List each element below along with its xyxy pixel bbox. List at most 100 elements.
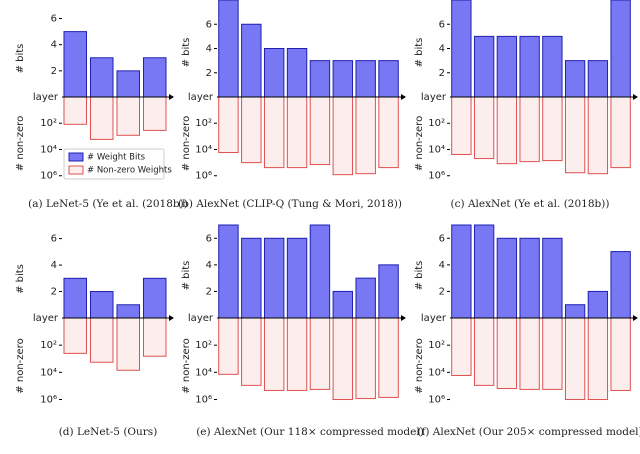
y-tick-label: 4	[206, 44, 212, 55]
y2-tick-label: 10⁶	[40, 171, 57, 182]
axis-arrow	[401, 315, 406, 321]
y-tick-label: 2	[51, 287, 57, 298]
nonzero-bar	[378, 317, 399, 398]
caption: (c) AlexNet (Ye et al. (2018b))	[451, 198, 610, 210]
bits-bar	[378, 60, 399, 98]
y-tick-label: 6	[439, 19, 445, 30]
bits-bar	[116, 304, 141, 319]
nonzero-bar	[218, 317, 239, 375]
caption: (f) AlexNet (Our 205× compressed model)	[417, 426, 640, 438]
y2-axis-label: # non-zero	[181, 116, 192, 171]
bits-bar	[451, 0, 472, 98]
y-axis-label: # bits	[15, 44, 26, 74]
x-axis-label: layer	[188, 92, 214, 103]
nonzero-bar	[542, 96, 563, 162]
y2-axis-label: # non-zero	[15, 116, 26, 171]
y2-tick-label: 10⁶	[40, 395, 57, 406]
caption: (e) AlexNet (Our 118× compressed model)	[196, 426, 424, 438]
nonzero-bar	[378, 96, 399, 169]
nonzero-bar	[309, 317, 331, 390]
bits-bar	[564, 304, 586, 319]
y2-tick-label: 10²	[195, 118, 212, 129]
y2-tick-label: 10⁶	[428, 395, 445, 406]
nonzero-bar	[332, 96, 354, 176]
bits-bar	[286, 48, 308, 98]
nonzero-bar	[473, 96, 495, 160]
x-axis-label: layer	[33, 92, 59, 103]
x-axis-label: layer	[188, 313, 214, 324]
y2-tick-label: 10⁴	[428, 144, 445, 155]
y2-tick-label: 10⁴	[195, 367, 212, 378]
nonzero-bar	[451, 96, 472, 155]
y2-tick-label: 10⁶	[428, 171, 445, 182]
nonzero-bar	[519, 96, 540, 163]
y-tick-label: 4	[51, 260, 57, 271]
y-axis-label: # bits	[414, 38, 425, 68]
caption: (d) LeNet-5 (Ours)	[59, 426, 158, 438]
y2-axis-label: # non-zero	[414, 338, 425, 393]
bits-bar	[218, 224, 239, 319]
nonzero-bar	[218, 96, 239, 154]
nonzero-bar	[519, 317, 540, 390]
bits-bar	[610, 0, 631, 98]
legend-box	[63, 148, 165, 180]
nonzero-bar	[564, 96, 586, 174]
nonzero-bar	[564, 317, 586, 401]
x-axis-label: layer	[33, 313, 59, 324]
y2-tick-label: 10⁴	[40, 144, 57, 155]
y2-tick-label: 10²	[195, 340, 212, 351]
axis-arrow	[633, 315, 638, 321]
nonzero-bar	[587, 317, 609, 401]
axis-arrow	[633, 94, 638, 100]
bits-bar	[564, 60, 586, 98]
nonzero-bar	[496, 317, 518, 390]
legend-label: # Non-zero Weights	[87, 166, 172, 176]
bits-bar	[473, 35, 495, 98]
bits-bar	[451, 224, 472, 319]
bits-bar	[309, 60, 331, 98]
y2-tick-label: 10⁴	[195, 144, 212, 155]
bits-bar	[519, 237, 540, 319]
nonzero-bar	[610, 317, 631, 391]
bits-bar	[142, 57, 167, 98]
y-tick-label: 2	[206, 286, 212, 297]
y-axis-label: # bits	[181, 261, 192, 291]
axis-arrow	[169, 315, 174, 321]
bits-bar	[542, 35, 563, 98]
nonzero-bar	[610, 96, 631, 169]
nonzero-bar	[542, 317, 563, 390]
bits-bar	[473, 224, 495, 319]
y2-tick-label: 10⁴	[428, 367, 445, 378]
nonzero-bar	[496, 96, 518, 165]
nonzero-bar	[451, 317, 472, 376]
bits-bar	[496, 237, 518, 319]
y2-axis-label: # non-zero	[15, 338, 26, 393]
y-tick-label: 4	[206, 260, 212, 271]
nonzero-bar	[116, 317, 141, 371]
legend-swatch	[68, 152, 84, 162]
y-axis-label: # bits	[15, 264, 26, 294]
nonzero-bar	[332, 317, 354, 401]
bits-bar	[496, 35, 518, 98]
nonzero-bar	[309, 96, 331, 166]
y2-tick-label: 10⁶	[195, 395, 212, 406]
y-tick-label: 2	[51, 66, 57, 77]
nonzero-bar	[473, 317, 495, 386]
nonzero-bar	[587, 96, 609, 175]
y2-axis-label: # non-zero	[181, 338, 192, 393]
x-axis-label: layer	[421, 92, 447, 103]
y-tick-label: 2	[439, 68, 445, 79]
nonzero-bar	[63, 317, 88, 354]
nonzero-bar	[241, 96, 262, 164]
y-tick-label: 2	[206, 68, 212, 79]
bits-bar	[63, 277, 88, 319]
nonzero-bar	[355, 317, 376, 400]
y-tick-label: 6	[51, 234, 57, 245]
nonzero-bar	[263, 317, 285, 391]
nonzero-bar	[263, 96, 285, 169]
bits-bar	[610, 251, 631, 319]
legend-label: # Weight Bits	[87, 153, 146, 163]
bits-bar	[587, 60, 609, 98]
bits-bar	[63, 31, 88, 98]
